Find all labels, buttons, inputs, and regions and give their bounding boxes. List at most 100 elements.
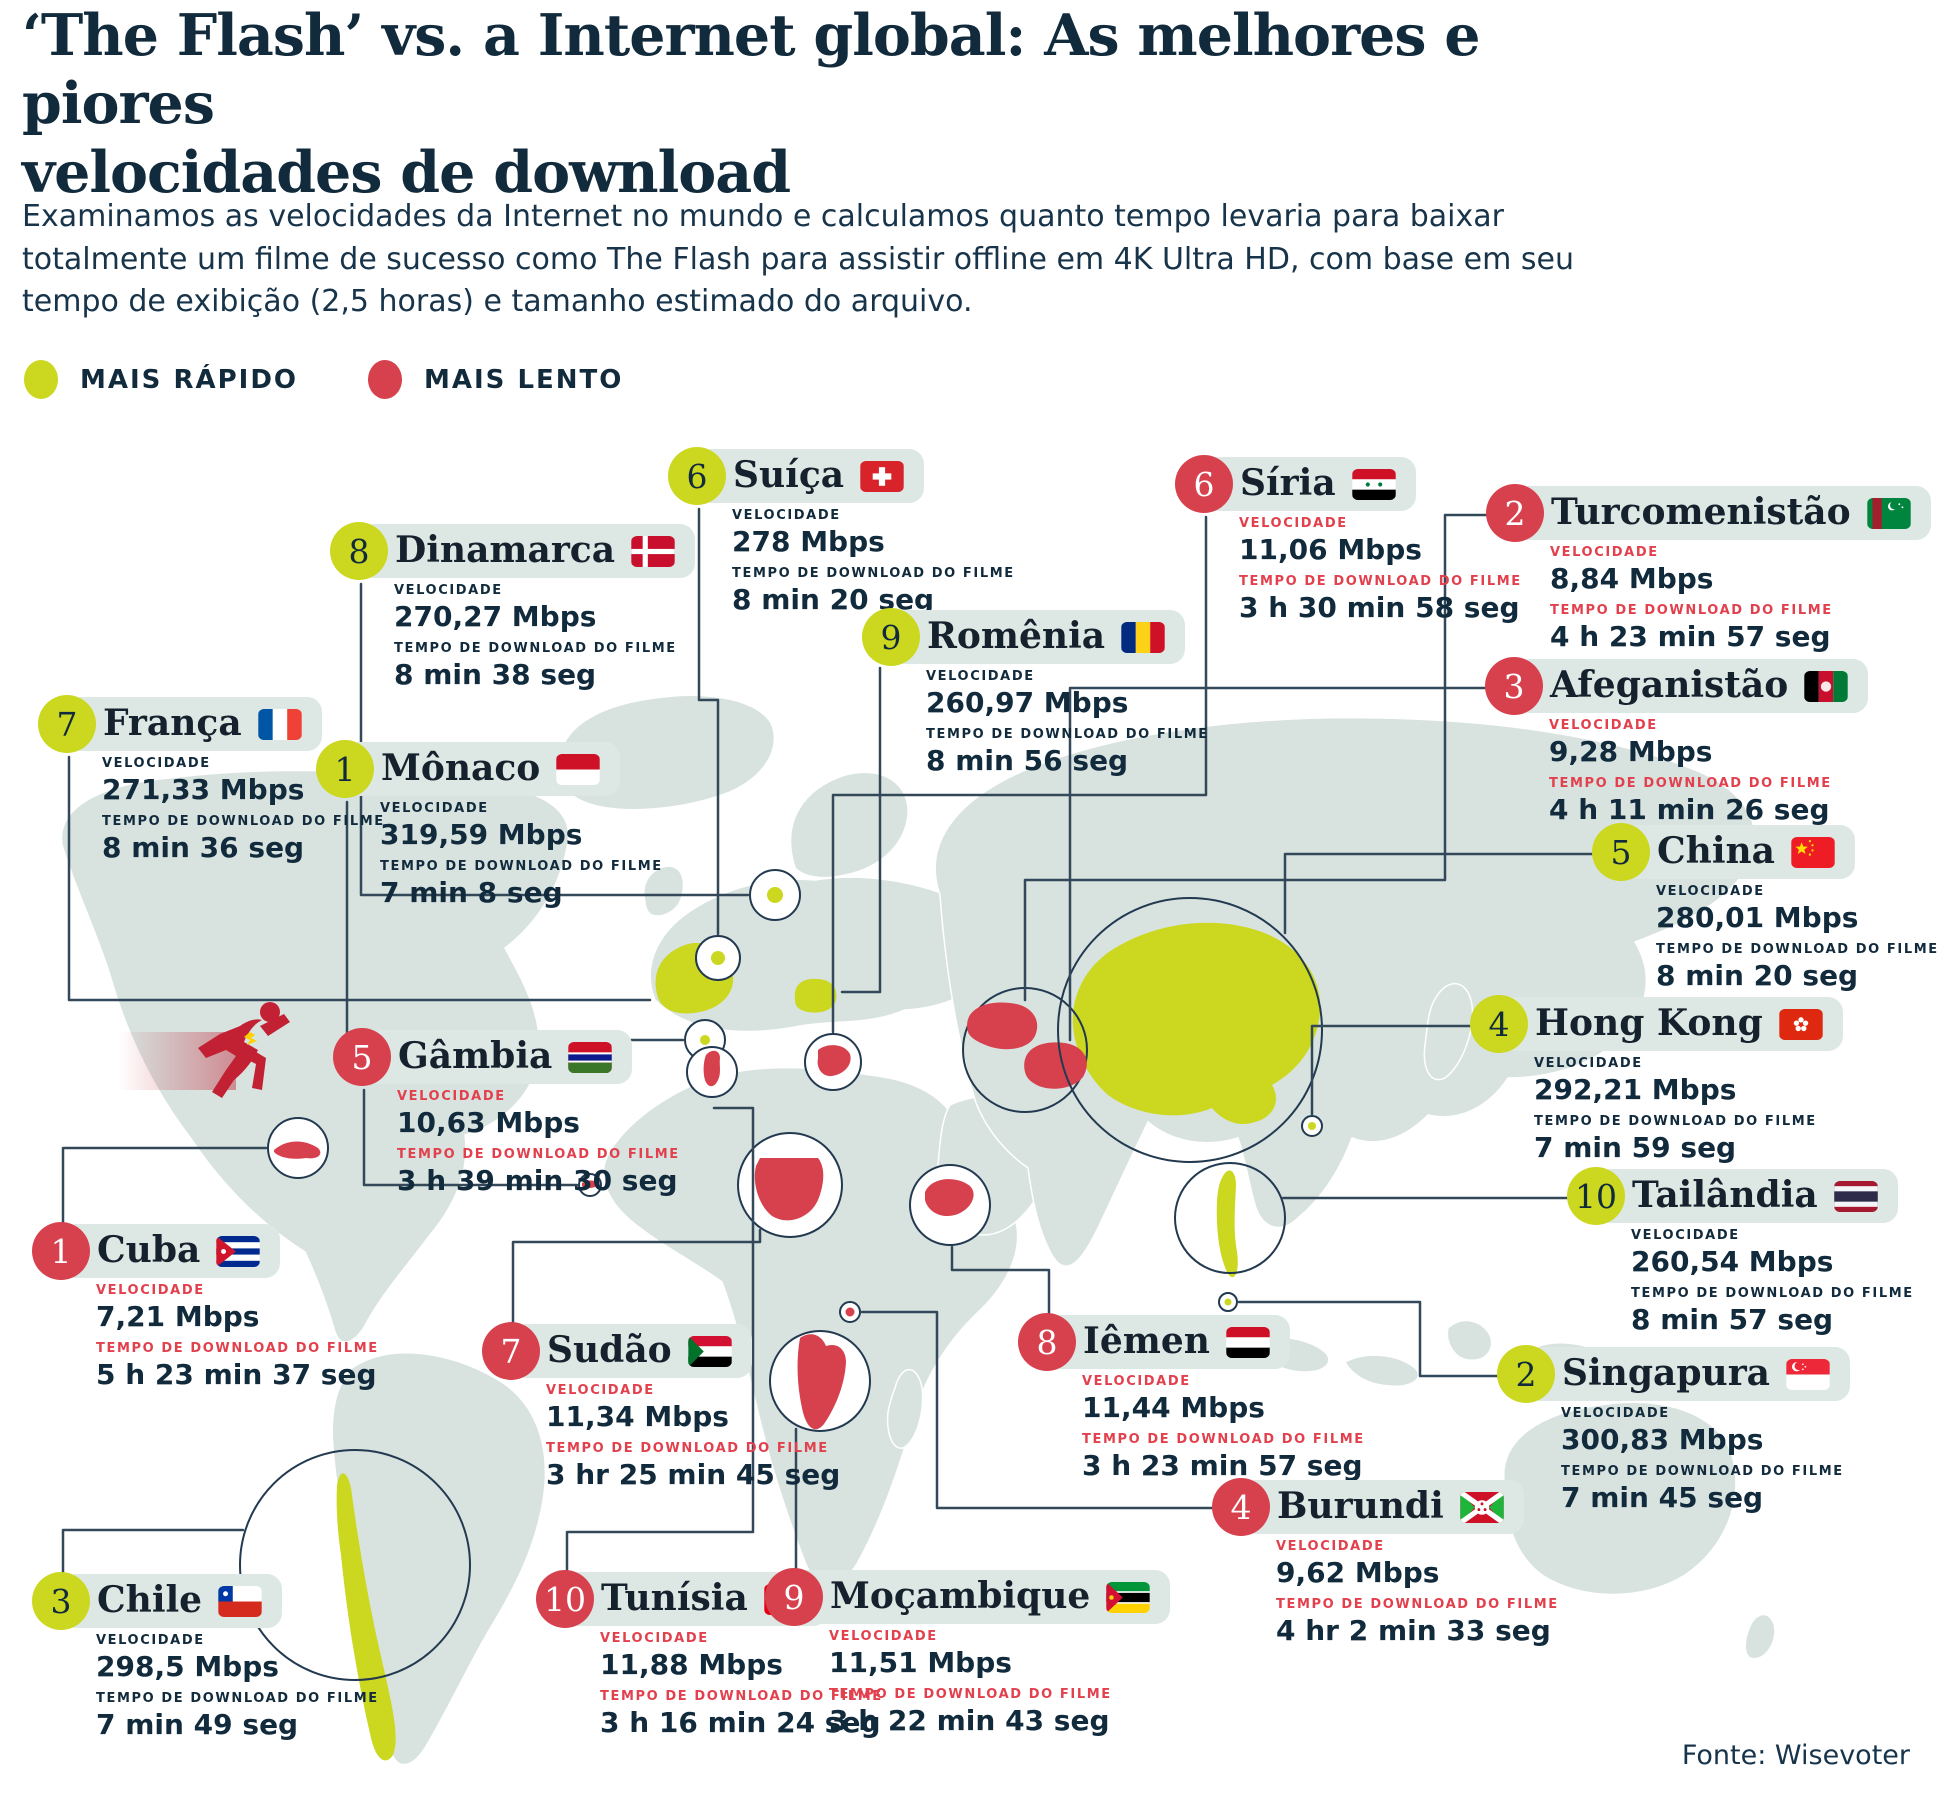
callout-header: 4 Burundi [1212,1478,1559,1536]
speed-value: 260,97 Mbps [926,685,1129,719]
time-value: 3 hr 25 min 45 seg [546,1457,841,1491]
country-name: Dinamarca [395,528,616,571]
rank-badge: 9 [862,608,920,666]
callout-header: 9 Moçambique [765,1568,1171,1626]
callout-body: VELOCIDADE 300,83 Mbps TEMPO DE DOWNLOAD… [1561,1406,1850,1514]
speed-value: 298,5 Mbps [96,1649,279,1683]
callout-body: VELOCIDADE 292,21 Mbps TEMPO DE DOWNLOAD… [1534,1056,1843,1164]
speed-label: VELOCIDADE [1082,1374,1191,1389]
rank-badge: 6 [668,447,726,505]
country-pill: França [67,697,322,751]
flag-romania-icon [1121,621,1165,653]
country-name: Gâmbia [398,1034,553,1077]
time-value: 3 h 39 min 30 seg [397,1163,678,1197]
country-name: Romênia [927,614,1106,657]
callout-dinamarca: 8 Dinamarca VELOCIDADE 270,27 Mbps TEMPO… [330,522,696,699]
time-label: TEMPO DE DOWNLOAD DO FILME [1082,1431,1365,1447]
time-label: TEMPO DE DOWNLOAD DO FILME [380,858,663,874]
flag-switzerland-icon [860,460,904,492]
rank-badge: 2 [1486,484,1544,542]
legend-slow-label: MAIS LENTO [424,364,624,395]
rank-badge: 8 [1018,1313,1076,1371]
flag-china-icon [1791,836,1835,868]
callout-body: VELOCIDADE 319,59 Mbps TEMPO DE DOWNLOAD… [380,801,663,908]
country-pill: Sudão [511,1324,752,1378]
time-value: 7 min 49 seg [96,1707,299,1741]
country-name: Mônaco [381,746,541,789]
flag-chile-icon [218,1585,262,1617]
speed-label: VELOCIDADE [102,756,211,771]
legend-fast-label: MAIS RÁPIDO [80,364,299,395]
speed-value: 300,83 Mbps [1561,1422,1764,1456]
speed-label: VELOCIDADE [1549,718,1658,733]
callout-body: VELOCIDADE 9,28 Mbps TEMPO DE DOWNLOAD D… [1549,718,1868,825]
flag-sudan-icon [687,1335,732,1367]
time-value: 7 min 59 seg [1534,1130,1737,1164]
speed-label: VELOCIDADE [380,801,489,816]
speed-value: 319,59 Mbps [380,817,583,851]
callout-body: VELOCIDADE 260,54 Mbps TEMPO DE DOWNLOAD… [1631,1228,1914,1335]
speed-value: 270,27 Mbps [394,599,597,633]
flag-denmark-icon [631,535,675,567]
legend-item-fast: MAIS RÁPIDO [24,360,298,399]
callout-body: VELOCIDADE 8,84 Mbps TEMPO DE DOWNLOAD D… [1550,545,1931,653]
country-name: Chile [97,1578,203,1621]
time-label: TEMPO DE DOWNLOAD DO FILME [732,565,1015,581]
speed-label: VELOCIDADE [1561,1406,1670,1421]
connector-lines [61,507,1594,1574]
time-value: 4 h 23 min 57 seg [1550,619,1831,653]
callout-suica: 6 Suíça VELOCIDADE 278 Mbps TEMPO DE DOW… [668,447,1015,624]
callout-monaco: 1 Mônaco VELOCIDADE 319,59 Mbps TEMPO DE… [316,740,663,917]
time-value: 7 min 45 seg [1561,1480,1764,1514]
speed-value: 292,21 Mbps [1534,1072,1737,1106]
flag-syria-icon [1351,468,1396,500]
country-name: Sudão [547,1328,672,1371]
speed-label: VELOCIDADE [1656,884,1765,899]
callout-sudao: 7 Sudão VELOCIDADE 11,34 Mbps TEMPO DE D… [482,1322,840,1499]
rank-badge: 1 [32,1222,90,1280]
callout-body: VELOCIDADE 280,01 Mbps TEMPO DE DOWNLOAD… [1656,884,1939,992]
speed-label: VELOCIDADE [829,1629,938,1644]
callout-header: 5 Gâmbia [333,1028,680,1086]
callout-header: 6 Suíça [668,447,1015,505]
country-pill: Afeganistão [1514,659,1869,713]
callout-body: VELOCIDADE 11,34 Mbps TEMPO DE DOWNLOAD … [546,1383,841,1491]
country-pill: Hong Kong [1499,997,1843,1051]
country-pill: Moçambique [794,1570,1171,1624]
country-name: Singapura [1562,1351,1770,1394]
time-label: TEMPO DE DOWNLOAD DO FILME [600,1688,883,1704]
callout-header: 7 França [38,695,385,753]
callout-header: 2 Turcomenistão [1486,484,1931,542]
time-label: TEMPO DE DOWNLOAD DO FILME [1276,1596,1559,1612]
callout-franca: 7 França VELOCIDADE 271,33 Mbps TEMPO DE… [38,695,385,872]
callout-gambia: 5 Gâmbia VELOCIDADE 10,63 Mbps TEMPO DE … [333,1028,680,1205]
speed-value: 11,44 Mbps [1082,1390,1265,1424]
callout-cuba: 1 Cuba VELOCIDADE 7,21 Mbps TEMPO DE DOW… [32,1222,379,1399]
callout-singapura: 2 Singapura VELOCIDADE 300,83 Mbps TEMPO… [1497,1345,1850,1522]
speed-label: VELOCIDADE [1276,1539,1385,1554]
speed-label: VELOCIDADE [1631,1228,1740,1243]
country-pill: China [1621,825,1856,879]
time-value: 3 h 30 min 58 seg [1239,590,1520,624]
time-value: 8 min 20 seg [1656,958,1859,992]
rank-badge: 2 [1497,1345,1555,1403]
rank-badge: 3 [32,1572,90,1630]
time-value: 8 min 36 seg [102,830,305,864]
time-value: 8 min 38 seg [394,657,597,691]
speed-label: VELOCIDADE [96,1283,205,1298]
callout-header: 9 Romênia [862,608,1209,666]
callout-header: 1 Mônaco [316,740,663,798]
rank-badge: 5 [333,1028,391,1086]
time-value: 4 hr 2 min 33 seg [1276,1613,1551,1647]
page-title-line2: velocidades de download [22,138,791,206]
rank-badge: 3 [1485,657,1543,715]
flag-burundi-icon [1459,1491,1504,1523]
country-pill: Singapura [1526,1347,1850,1401]
country-name: Síria [1240,461,1336,504]
time-label: TEMPO DE DOWNLOAD DO FILME [96,1340,379,1356]
speed-label: VELOCIDADE [1550,545,1659,560]
callout-body: VELOCIDADE 10,63 Mbps TEMPO DE DOWNLOAD … [397,1089,680,1197]
flag-france-icon [257,708,302,740]
